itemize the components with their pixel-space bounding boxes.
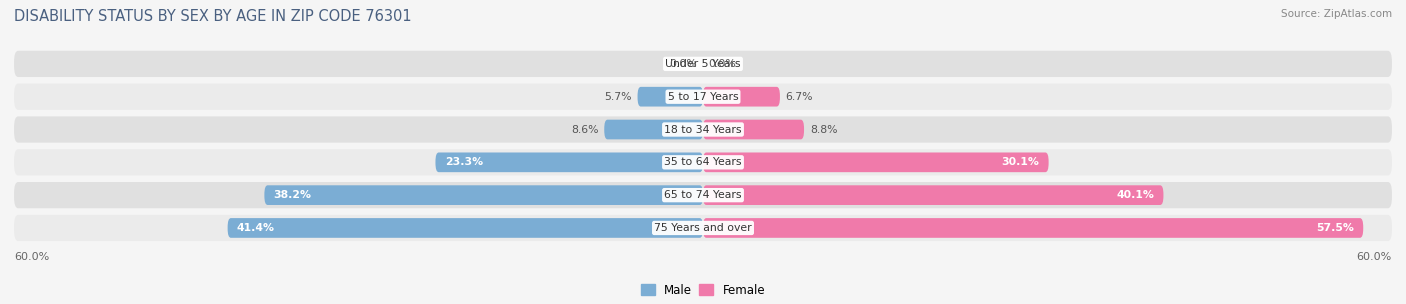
Text: 60.0%: 60.0% xyxy=(14,252,49,261)
Text: Source: ZipAtlas.com: Source: ZipAtlas.com xyxy=(1281,9,1392,19)
FancyBboxPatch shape xyxy=(703,120,804,139)
Text: 75 Years and over: 75 Years and over xyxy=(654,223,752,233)
FancyBboxPatch shape xyxy=(14,215,1392,241)
FancyBboxPatch shape xyxy=(703,153,1049,172)
FancyBboxPatch shape xyxy=(703,218,1364,238)
FancyBboxPatch shape xyxy=(14,182,1392,208)
FancyBboxPatch shape xyxy=(14,51,1392,77)
Text: DISABILITY STATUS BY SEX BY AGE IN ZIP CODE 76301: DISABILITY STATUS BY SEX BY AGE IN ZIP C… xyxy=(14,9,412,24)
Text: 0.0%: 0.0% xyxy=(709,59,737,69)
Text: 30.1%: 30.1% xyxy=(1001,157,1039,167)
Text: 8.8%: 8.8% xyxy=(810,125,838,134)
Text: 38.2%: 38.2% xyxy=(274,190,312,200)
FancyBboxPatch shape xyxy=(436,153,703,172)
Text: 8.6%: 8.6% xyxy=(571,125,599,134)
FancyBboxPatch shape xyxy=(14,84,1392,110)
Text: 5.7%: 5.7% xyxy=(605,92,631,102)
FancyBboxPatch shape xyxy=(605,120,703,139)
Text: 18 to 34 Years: 18 to 34 Years xyxy=(664,125,742,134)
Text: 0.0%: 0.0% xyxy=(669,59,697,69)
Text: 5 to 17 Years: 5 to 17 Years xyxy=(668,92,738,102)
FancyBboxPatch shape xyxy=(14,116,1392,143)
FancyBboxPatch shape xyxy=(703,185,1163,205)
FancyBboxPatch shape xyxy=(14,149,1392,175)
FancyBboxPatch shape xyxy=(637,87,703,106)
Text: 65 to 74 Years: 65 to 74 Years xyxy=(664,190,742,200)
Legend: Male, Female: Male, Female xyxy=(636,279,770,301)
Text: Under 5 Years: Under 5 Years xyxy=(665,59,741,69)
FancyBboxPatch shape xyxy=(264,185,703,205)
Text: 57.5%: 57.5% xyxy=(1316,223,1354,233)
Text: 35 to 64 Years: 35 to 64 Years xyxy=(664,157,742,167)
Text: 6.7%: 6.7% xyxy=(786,92,813,102)
FancyBboxPatch shape xyxy=(228,218,703,238)
Text: 23.3%: 23.3% xyxy=(444,157,482,167)
FancyBboxPatch shape xyxy=(703,87,780,106)
Text: 60.0%: 60.0% xyxy=(1357,252,1392,261)
Text: 41.4%: 41.4% xyxy=(236,223,274,233)
Text: 40.1%: 40.1% xyxy=(1116,190,1154,200)
